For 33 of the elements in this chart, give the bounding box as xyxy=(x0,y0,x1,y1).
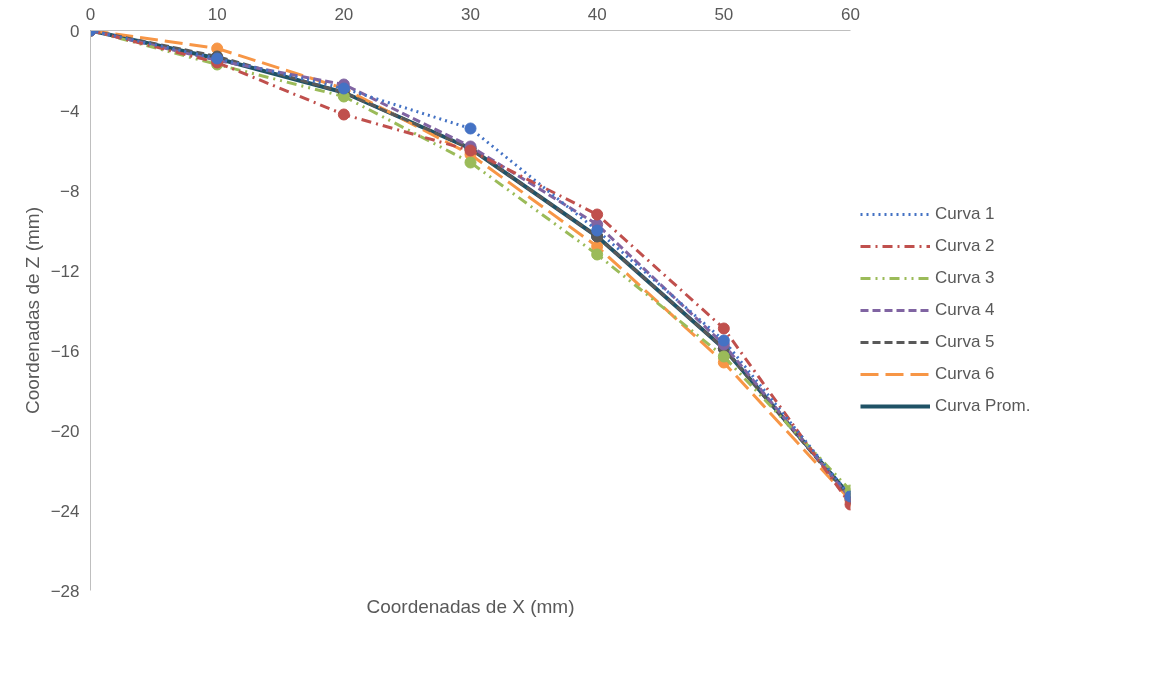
x-tick-label: 60 xyxy=(841,4,860,24)
y-tick-label: −24 xyxy=(50,501,80,521)
y-axis-title: Coordenadas de Z (mm) xyxy=(21,207,43,414)
point xyxy=(591,248,604,261)
point xyxy=(717,334,730,347)
legend-label: Curva 1 xyxy=(935,204,995,224)
y-tick-label: −16 xyxy=(50,341,80,361)
x-tick-label: 50 xyxy=(714,4,734,24)
point xyxy=(717,322,730,335)
point xyxy=(591,224,604,237)
point xyxy=(464,122,477,135)
x-tick-label: 10 xyxy=(207,4,227,24)
point xyxy=(717,350,730,363)
legend-label: Curva 6 xyxy=(935,364,995,384)
y-tick-label: 0 xyxy=(70,21,80,41)
y-tick-label: −20 xyxy=(50,421,80,441)
y-tick-label: −12 xyxy=(50,261,80,281)
x-tick-label: 20 xyxy=(334,4,354,24)
y-tick-label: −28 xyxy=(50,581,80,601)
legend-label: Curva 4 xyxy=(935,300,995,320)
x-tick-label: 0 xyxy=(85,4,96,24)
point xyxy=(464,156,477,169)
legend-label: Curva 2 xyxy=(935,236,995,256)
point xyxy=(591,208,604,221)
legend-label: Curva 5 xyxy=(935,332,995,352)
x-tick-label: 30 xyxy=(461,4,480,24)
x-axis-title: Coordenadas de X (mm) xyxy=(366,595,575,617)
point xyxy=(337,108,350,121)
legend-label: Curva 3 xyxy=(935,268,995,288)
legend-label: Curva Prom. xyxy=(935,396,1031,416)
y-tick-label: −4 xyxy=(60,101,80,121)
y-tick-label: −8 xyxy=(60,181,80,201)
x-tick-label: 40 xyxy=(587,4,607,24)
